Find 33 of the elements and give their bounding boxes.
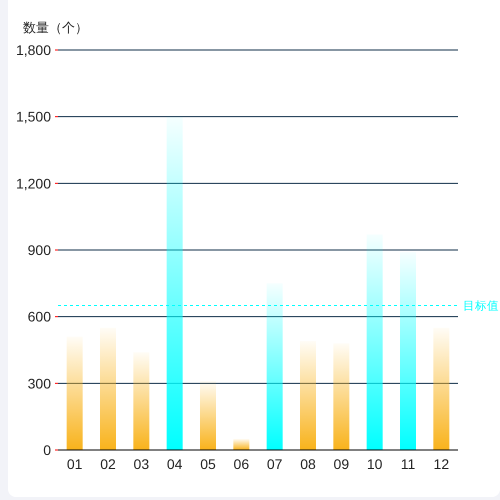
y-tick-label: 0 [43, 442, 52, 458]
x-tick-label: 04 [166, 456, 183, 472]
y-tick-label: 300 [28, 375, 52, 392]
x-tick-label: 12 [434, 456, 450, 472]
y-tick-label: 600 [28, 308, 52, 325]
bar [300, 341, 316, 450]
bar [433, 328, 450, 450]
bar [233, 438, 250, 450]
x-tick-label: 08 [300, 456, 316, 472]
y-tick-label: 1,200 [16, 175, 52, 192]
y-tick-label: 900 [28, 242, 52, 258]
bar [133, 352, 150, 450]
x-tick-label: 10 [366, 456, 383, 472]
x-tick-label: 05 [200, 456, 216, 472]
bar [266, 283, 283, 450]
x-tick-label: 11 [400, 456, 416, 472]
x-tick-label: 06 [234, 456, 250, 472]
x-tick-label: 09 [334, 456, 350, 472]
bar [366, 234, 383, 450]
ref-line-label: 目标值 [463, 300, 499, 313]
x-tick-label: 07 [266, 456, 283, 472]
bar [66, 336, 83, 450]
bar [333, 343, 350, 450]
bar [400, 252, 416, 450]
x-tick-label: 01 [66, 456, 83, 472]
y-tick-label: 1,800 [16, 42, 52, 58]
x-tick-label: 02 [100, 456, 116, 472]
bar [166, 116, 183, 450]
y-axis-title: 数量（个） [23, 20, 88, 35]
y-tick-label: 1,500 [16, 108, 52, 125]
bar [200, 381, 216, 450]
x-tick-label: 03 [134, 456, 150, 472]
bar [100, 328, 116, 450]
